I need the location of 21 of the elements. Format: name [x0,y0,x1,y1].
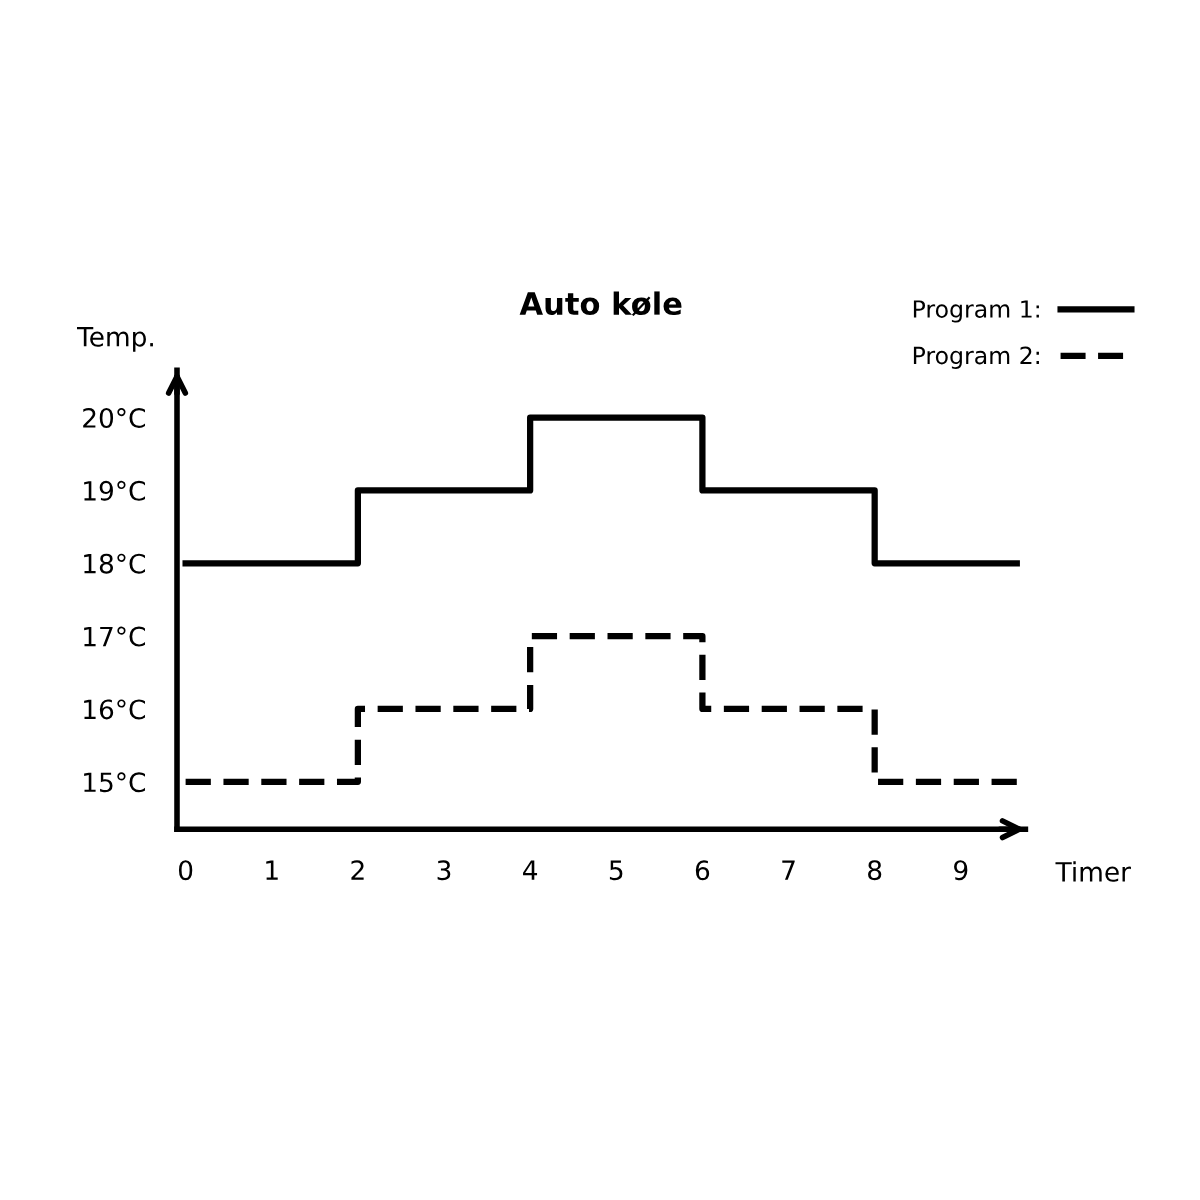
x-tick-label: 4 [523,860,538,880]
x-tick-label: 5 [609,860,623,881]
x-tick-label: 8 [868,860,882,881]
y-tick-label: 17°C [84,626,146,647]
x-tick-label: 3 [437,860,451,881]
x-axis-title: Timer [1055,861,1131,882]
x-tick-label: 9 [954,860,968,881]
x-tick-label: 1 [266,860,278,880]
chart-title: Auto køle [519,291,682,317]
x-tick-label: 7 [782,860,795,880]
x-tick-label: 0 [178,860,193,881]
legend-label: Program 1: [913,300,1039,323]
y-tick-label: 19°C [84,480,146,501]
y-tick-label: 20°C [83,408,146,428]
y-tick-label: 16°C [84,699,146,720]
x-tick-label: 6 [695,860,710,881]
y-axis-title: Temp. [77,327,153,352]
x-tick-label: 2 [351,860,364,880]
y-tick-label: 15°C [84,772,146,793]
y-tick-label: 18°C [84,553,146,574]
legend-label: Program 2: [913,346,1039,369]
